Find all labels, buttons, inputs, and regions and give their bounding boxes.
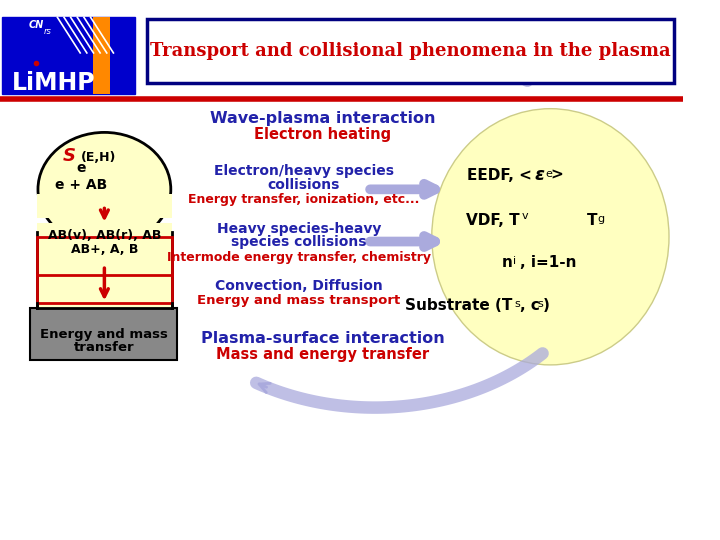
Bar (30, 308, 177, 360)
Text: Electron/heavy species: Electron/heavy species (214, 164, 394, 178)
Text: e: e (76, 161, 86, 176)
Text: s: s (514, 299, 520, 309)
Text: Convection, Diffusion: Convection, Diffusion (215, 279, 383, 293)
Bar (37, 194, 172, 218)
Ellipse shape (38, 132, 171, 246)
Bar (37, 222, 172, 308)
Text: S: S (63, 147, 76, 165)
Text: species collisions: species collisions (231, 235, 366, 249)
Text: n: n (502, 255, 513, 270)
Text: ε: ε (534, 166, 544, 184)
Text: i: i (513, 256, 516, 266)
Text: Wave-plasma interaction: Wave-plasma interaction (210, 111, 436, 126)
Text: transfer: transfer (74, 341, 135, 354)
Ellipse shape (432, 109, 669, 365)
Text: s: s (537, 299, 543, 309)
Text: Energy and mass: Energy and mass (40, 328, 168, 341)
Text: Transport and collisional phenomena in the plasma: Transport and collisional phenomena in t… (150, 42, 670, 60)
Text: Plasma-surface interaction: Plasma-surface interaction (201, 331, 444, 346)
Text: AB(v), AB(r), AB: AB(v), AB(r), AB (48, 228, 161, 242)
Text: Energy and mass transport: Energy and mass transport (197, 294, 400, 307)
Text: Mass and energy transfer: Mass and energy transfer (216, 347, 429, 362)
FancyBboxPatch shape (147, 18, 674, 83)
Bar (2, 17, 135, 94)
Text: (E,H): (E,H) (81, 151, 116, 164)
Bar (93, 17, 110, 94)
Text: ): ) (543, 298, 549, 313)
Text: Energy transfer, ionization, etc...: Energy transfer, ionization, etc... (188, 193, 419, 206)
Text: , i=1-n: , i=1-n (520, 255, 577, 270)
Text: e: e (546, 169, 552, 179)
Text: , c: , c (520, 298, 540, 313)
Text: Heavy species-heavy: Heavy species-heavy (217, 222, 381, 236)
Text: e + AB: e + AB (55, 178, 107, 192)
Text: CN: CN (29, 20, 44, 30)
Text: Intermode energy transfer, chemistry: Intermode energy transfer, chemistry (167, 251, 431, 264)
Text: AB+, A, B: AB+, A, B (71, 243, 138, 256)
Text: >: > (550, 167, 563, 183)
Text: g: g (597, 214, 604, 225)
Text: v: v (522, 211, 528, 221)
Text: T: T (587, 213, 597, 228)
Text: EEDF, <: EEDF, < (467, 167, 531, 183)
Text: rs: rs (44, 26, 52, 36)
Text: collisions: collisions (267, 178, 340, 192)
Bar (37, 303, 172, 308)
Text: VDF, T: VDF, T (467, 213, 520, 228)
Text: Electron heating: Electron heating (254, 127, 391, 142)
Text: Substrate (T: Substrate (T (405, 298, 513, 313)
Text: LiMHP: LiMHP (12, 71, 95, 94)
